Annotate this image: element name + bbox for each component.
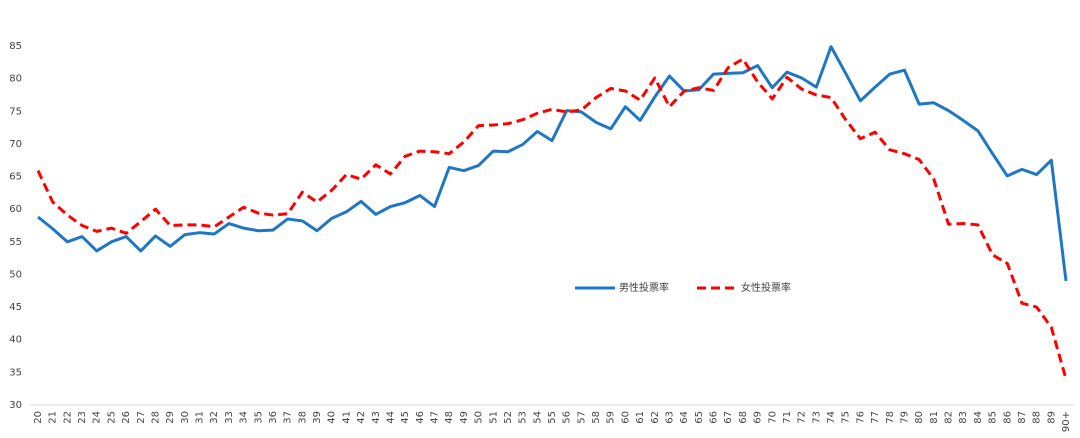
x-tick-label: 43 (371, 411, 382, 424)
x-tick-label: 73 (811, 411, 822, 424)
legend-label: 男性投票率 (619, 281, 669, 294)
x-tick-label: 89 (1046, 411, 1057, 424)
x-tick-label: 56 (562, 411, 573, 424)
x-tick-label: 66 (709, 411, 720, 424)
y-tick-label: 30 (9, 400, 22, 411)
x-tick-label: 57 (576, 411, 587, 424)
x-tick-label: 70 (767, 411, 778, 424)
x-tick-label: 40 (327, 411, 338, 424)
x-tick-label: 55 (547, 411, 558, 424)
x-tick-label: 74 (826, 411, 837, 424)
y-tick-label: 45 (9, 302, 22, 313)
x-tick-label: 87 (1017, 411, 1028, 424)
x-tick-label: 72 (797, 411, 808, 424)
x-tick-label: 28 (150, 411, 161, 424)
x-tick-label: 69 (753, 411, 764, 424)
x-tick-label: 85 (988, 411, 999, 424)
y-tick-label: 70 (9, 139, 22, 150)
x-tick-label: 33 (224, 411, 235, 424)
x-tick-label: 80 (914, 411, 925, 424)
y-tick-label: 55 (9, 237, 22, 248)
x-tick-label: 86 (1002, 411, 1013, 424)
y-tick-label: 40 (9, 335, 22, 346)
x-tick-label: 64 (679, 411, 690, 424)
x-tick-label: 37 (283, 411, 294, 424)
x-tick-label: 67 (723, 411, 734, 424)
x-tick-label: 49 (459, 411, 470, 424)
line-series (37, 45, 1068, 282)
y-tick-label: 50 (9, 269, 22, 280)
x-tick-label: 34 (239, 411, 250, 424)
x-tick-label: 82 (944, 411, 955, 424)
x-tick-label: 20 (33, 411, 44, 424)
x-tick-label: 31 (195, 411, 206, 424)
x-tick-label: 88 (1032, 411, 1043, 424)
x-tick-label: 75 (841, 411, 852, 424)
x-tick-label: 42 (356, 411, 367, 424)
x-tick-label: 59 (606, 411, 617, 424)
y-tick-label: 75 (9, 106, 22, 117)
x-tick-label: 68 (738, 411, 749, 424)
x-tick-label: 84 (973, 411, 984, 424)
y-tick-label: 80 (9, 74, 22, 85)
x-tick-label: 60 (620, 411, 631, 424)
y-tick-label: 65 (9, 172, 22, 183)
x-tick-label: 90+ (1061, 411, 1072, 432)
x-tick-label: 46 (415, 411, 426, 424)
x-tick-label: 36 (268, 411, 279, 424)
x-tick-label: 38 (297, 411, 308, 424)
x-tick-label: 29 (165, 411, 176, 424)
x-tick-label: 65 (694, 411, 705, 424)
x-tick-label: 76 (855, 411, 866, 424)
x-tick-label: 81 (929, 411, 940, 424)
x-tick-label: 62 (650, 411, 661, 424)
x-tick-label: 39 (312, 411, 323, 424)
x-tick-label: 61 (635, 411, 646, 424)
x-tick-label: 79 (899, 411, 910, 424)
x-tick-label: 83 (958, 411, 969, 424)
x-tick-label: 52 (503, 411, 514, 424)
line-series (36, 57, 1068, 380)
x-tick-label: 27 (136, 411, 147, 424)
x-tick-label: 51 (488, 411, 499, 424)
x-tick-label: 77 (870, 411, 881, 424)
y-tick-label: 85 (9, 41, 22, 52)
x-tick-label: 26 (121, 411, 132, 424)
x-tick-label: 45 (400, 411, 411, 424)
x-tick-label: 30 (180, 411, 191, 424)
x-tick-label: 63 (664, 411, 675, 424)
x-tick-label: 24 (92, 411, 103, 424)
x-tick-label: 44 (385, 411, 396, 424)
x-tick-label: 23 (77, 411, 88, 424)
x-tick-label: 32 (209, 411, 220, 424)
x-tick-label: 58 (591, 411, 602, 424)
x-tick-label: 35 (253, 411, 264, 424)
x-tick-label: 22 (62, 411, 73, 424)
x-tick-label: 53 (518, 411, 529, 424)
y-tick-label: 35 (9, 367, 22, 378)
x-tick-label: 48 (444, 411, 455, 424)
x-tick-label: 21 (48, 411, 59, 424)
legend-label: 女性投票率 (741, 281, 791, 294)
y-tick-label: 60 (9, 204, 22, 215)
x-tick-label: 71 (782, 411, 793, 424)
x-tick-label: 25 (106, 411, 117, 424)
x-tick-label: 54 (532, 411, 543, 424)
x-tick-label: 41 (341, 411, 352, 424)
x-tick-label: 50 (474, 411, 485, 424)
x-tick-label: 47 (430, 411, 441, 424)
x-tick-label: 78 (885, 411, 896, 424)
